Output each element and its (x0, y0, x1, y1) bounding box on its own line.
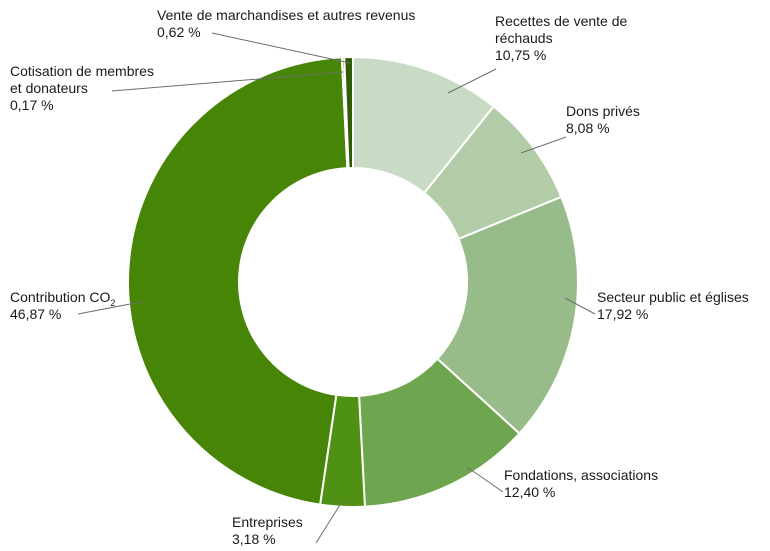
slice-label-line: Vente de marchandises et autres revenus (157, 7, 415, 23)
slice-label-line: Dons privés (566, 103, 640, 119)
donut-slice (343, 55, 354, 170)
leader-line (315, 499, 344, 544)
donut-slice (435, 195, 579, 435)
slice-labels: Recettes de vente de réchauds 10,75 % Dons … (10, 7, 749, 547)
slice-value-label: 10,75 % (495, 47, 546, 63)
leader-line (564, 297, 596, 315)
slice-label-line: Entreprises (232, 514, 303, 530)
donut-slice (357, 357, 521, 508)
slice-label: Secteur public et églises 17,92 % (597, 289, 749, 322)
slice-value-label: 8,08 % (566, 120, 610, 136)
slice-value-label: 0,17 % (10, 97, 54, 113)
slice-label-line: Secteur public et églises (597, 289, 749, 305)
leader-line (77, 300, 147, 315)
slice-label: Dons privés 8,08 % (566, 103, 640, 136)
slice-label: Cotisation de membres et donateurs 0,17 % (10, 63, 154, 113)
leader-line (211, 32, 351, 64)
slice-label: Fondations, associations 12,40 % (504, 467, 658, 500)
leader-line (520, 136, 567, 154)
slice-label: Recettes de vente de réchauds 10,75 % (495, 13, 628, 63)
slice-label-line: réchauds (495, 30, 553, 46)
slice-label: Contribution CO2 46,87 % (10, 289, 115, 322)
slice-label-line: Fondations, associations (504, 467, 658, 483)
leader-lines (77, 32, 596, 544)
slice-value-label: 46,87 % (10, 306, 61, 322)
slice-label: Vente de marchandises et autres revenus 0… (157, 7, 415, 40)
donut-slices (127, 55, 579, 508)
slice-label-line: et donateurs (10, 80, 88, 96)
leader-line (447, 68, 497, 94)
leader-line (466, 466, 504, 493)
leader-line (111, 71, 344, 92)
slice-value-label: 3,18 % (232, 531, 276, 547)
slice-value-label: 12,40 % (504, 484, 555, 500)
slice-label-line: Cotisation de membres (10, 63, 154, 79)
slice-value-label: 17,92 % (597, 306, 648, 322)
slice-value-label: 0,62 % (157, 24, 201, 40)
slice-label-subscript: 2 (110, 298, 115, 308)
donut-slice (127, 56, 349, 506)
slice-label: Entreprises 3,18 % (232, 514, 303, 547)
slice-label-line: Contribution CO (10, 289, 110, 305)
slice-label-line: Recettes de vente de (495, 13, 628, 29)
